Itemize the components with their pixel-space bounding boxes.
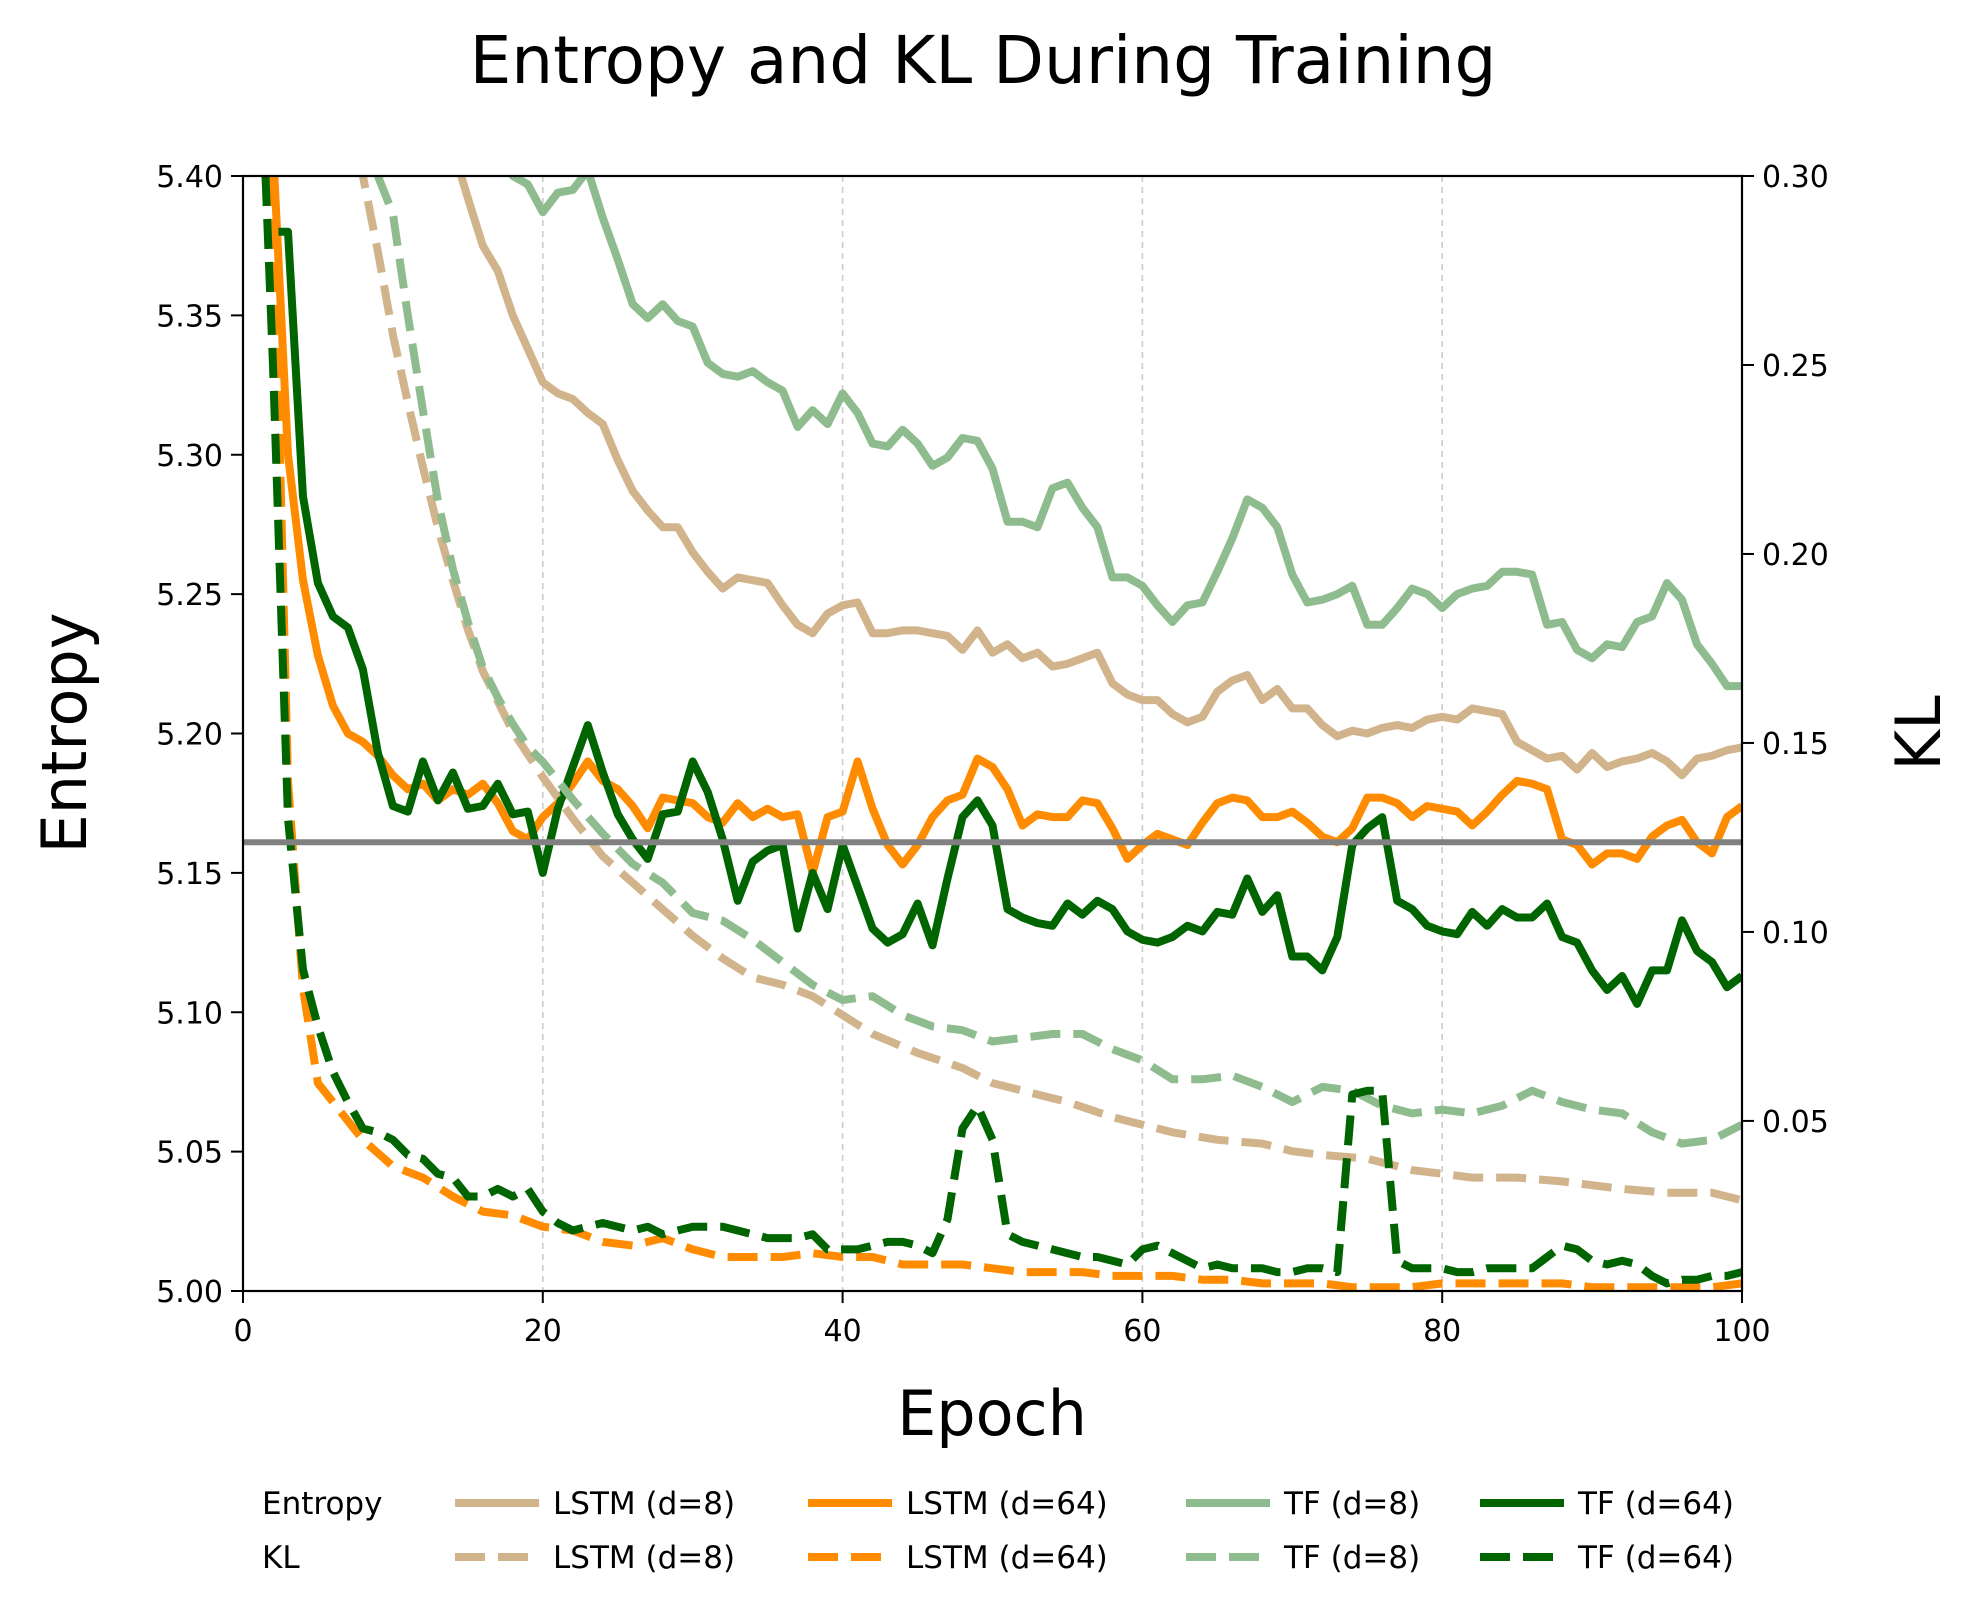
y-tick-label: 5.05 [156, 1136, 223, 1171]
y-tick-label: 5.00 [156, 1275, 223, 1310]
x-tick-label: 40 [824, 1314, 862, 1349]
y2-axis-ticks: 0.05 0.10 0.15 0.20 0.25 0.30 [1742, 160, 1829, 1140]
legend-label-entropy-tf-d-8: TF (d=8) [1283, 1486, 1420, 1522]
y2-axis-label: KL [1882, 695, 1955, 771]
y-axis-label: Entropy [28, 613, 101, 854]
x-axis-ticks: 0 20 40 60 80 100 [233, 1291, 1771, 1349]
y2-tick-label: 0.10 [1762, 916, 1829, 951]
y-tick-label: 5.10 [156, 996, 223, 1031]
series-line-entropy-lstm-d-64 [270, 176, 1742, 877]
y-tick-label: 5.15 [156, 857, 223, 892]
y2-tick-label: 0.30 [1762, 160, 1829, 195]
x-tick-label: 80 [1423, 1314, 1461, 1349]
legend-row-label-kl: KL [262, 1540, 300, 1576]
legend-label-entropy-lstm-d-8: LSTM (d=8) [553, 1486, 735, 1522]
y-tick-label: 5.35 [156, 299, 223, 334]
series-line-kl-tf-d-64 [261, 176, 1742, 1288]
y-tick-label: 5.25 [156, 578, 223, 613]
legend-row-label-entropy: Entropy [262, 1486, 382, 1522]
legend-label-kl-lstm-d-8: LSTM (d=8) [553, 1540, 735, 1576]
legend-label-kl-lstm-d-64: LSTM (d=64) [906, 1540, 1108, 1576]
y-axis-ticks: 5.00 5.05 5.10 5.15 5.20 5.25 5.30 5.35 5.40 [156, 160, 243, 1310]
series-line-kl-lstm-d-8 [358, 176, 1742, 1205]
series-line-kl-tf-d-8 [374, 176, 1742, 1148]
y2-tick-label: 0.05 [1762, 1105, 1829, 1140]
legend-label-kl-tf-d-8: TF (d=8) [1283, 1540, 1420, 1576]
series-line-entropy-lstm-d-8 [457, 176, 1742, 780]
legend-label-kl-tf-d-64: TF (d=64) [1577, 1540, 1734, 1576]
y2-tick-label: 0.15 [1762, 727, 1829, 762]
x-tick-label: 100 [1713, 1314, 1770, 1349]
y2-tick-label: 0.20 [1762, 538, 1829, 573]
y2-tick-label: 0.25 [1762, 349, 1829, 384]
y-tick-label: 5.30 [156, 439, 223, 474]
x-tick-label: 20 [524, 1314, 562, 1349]
x-tick-label: 60 [1123, 1314, 1161, 1349]
x-axis-label: Epoch [897, 1377, 1087, 1450]
series-line-entropy-tf-d-64 [273, 227, 1742, 1008]
legend: Entropy KL LSTM (d=8) LSTM (d=8) LSTM (d=6… [262, 1486, 1734, 1576]
y-tick-label: 5.40 [156, 160, 223, 195]
x-tick-label: 0 [233, 1314, 252, 1349]
x-gridlines [541, 176, 1443, 1291]
legend-label-entropy-lstm-d-64: LSTM (d=64) [906, 1486, 1108, 1522]
legend-label-entropy-tf-d-64: TF (d=64) [1577, 1486, 1734, 1522]
chart-title: Entropy and KL During Training [470, 22, 1497, 99]
plot-series [261, 176, 1742, 1291]
series-line-entropy-tf-d-8 [508, 176, 1742, 691]
y-tick-label: 5.20 [156, 718, 223, 753]
